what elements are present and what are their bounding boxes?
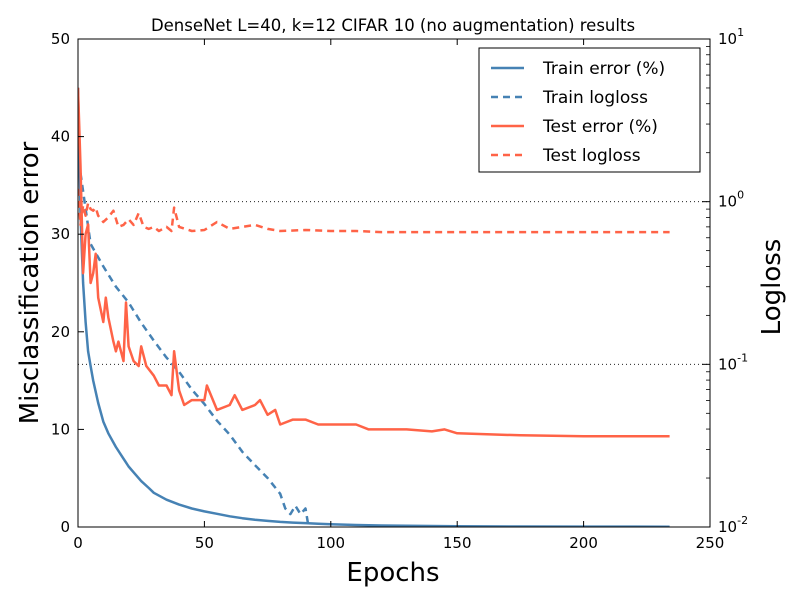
x-tick-label: 200 [569, 534, 598, 552]
y2-tick-label: 10-2 [718, 514, 748, 536]
series-line-1 [79, 172, 310, 524]
y-axis: 0 10 20 30 40 50 [51, 30, 84, 536]
series-line-3 [78, 188, 670, 234]
series-line-0 [78, 87, 670, 527]
y2-tick-label: 100 [718, 189, 744, 211]
y-tick-label: 30 [51, 225, 70, 243]
x-tick-label: 50 [195, 534, 214, 552]
series-group [78, 87, 670, 527]
legend-label: Test error (%) [542, 117, 658, 137]
x-tick-label: 0 [73, 534, 83, 552]
y-tick-label: 40 [51, 128, 70, 146]
y-tick-label: 20 [51, 323, 70, 341]
legend-entries: Train error (%) Train logloss Test error (… [491, 59, 665, 166]
y2-axis: 10-2 10-1 100 101 [702, 26, 748, 536]
x-tick-label: 150 [443, 534, 472, 552]
y-tick-label: 0 [60, 518, 70, 536]
legend-label: Train logloss [542, 88, 648, 108]
x-axis-label: Epochs [346, 558, 439, 588]
x-axis: 0 50 100 150 200 250 [73, 39, 724, 552]
grid-lines [78, 201, 710, 365]
x-tick-label: 250 [696, 534, 725, 552]
y-axis-label: Misclassification error [15, 141, 45, 424]
x-tick-label: 100 [316, 534, 345, 552]
y2-tick-label: 10-1 [718, 351, 748, 373]
series-line-2 [78, 87, 670, 438]
chart-title: DenseNet L=40, k=12 CIFAR 10 (no augment… [151, 16, 635, 35]
legend-label: Train error (%) [542, 59, 665, 79]
y-tick-label: 50 [51, 30, 70, 48]
legend: Train error (%) Train logloss Test error (… [478, 47, 701, 173]
y-tick-label: 10 [51, 420, 70, 438]
plot-frame [77, 38, 711, 528]
y2-tick-label: 101 [718, 26, 744, 48]
legend-label: Test logloss [542, 146, 641, 166]
y2-axis-label: Logloss [757, 239, 787, 336]
